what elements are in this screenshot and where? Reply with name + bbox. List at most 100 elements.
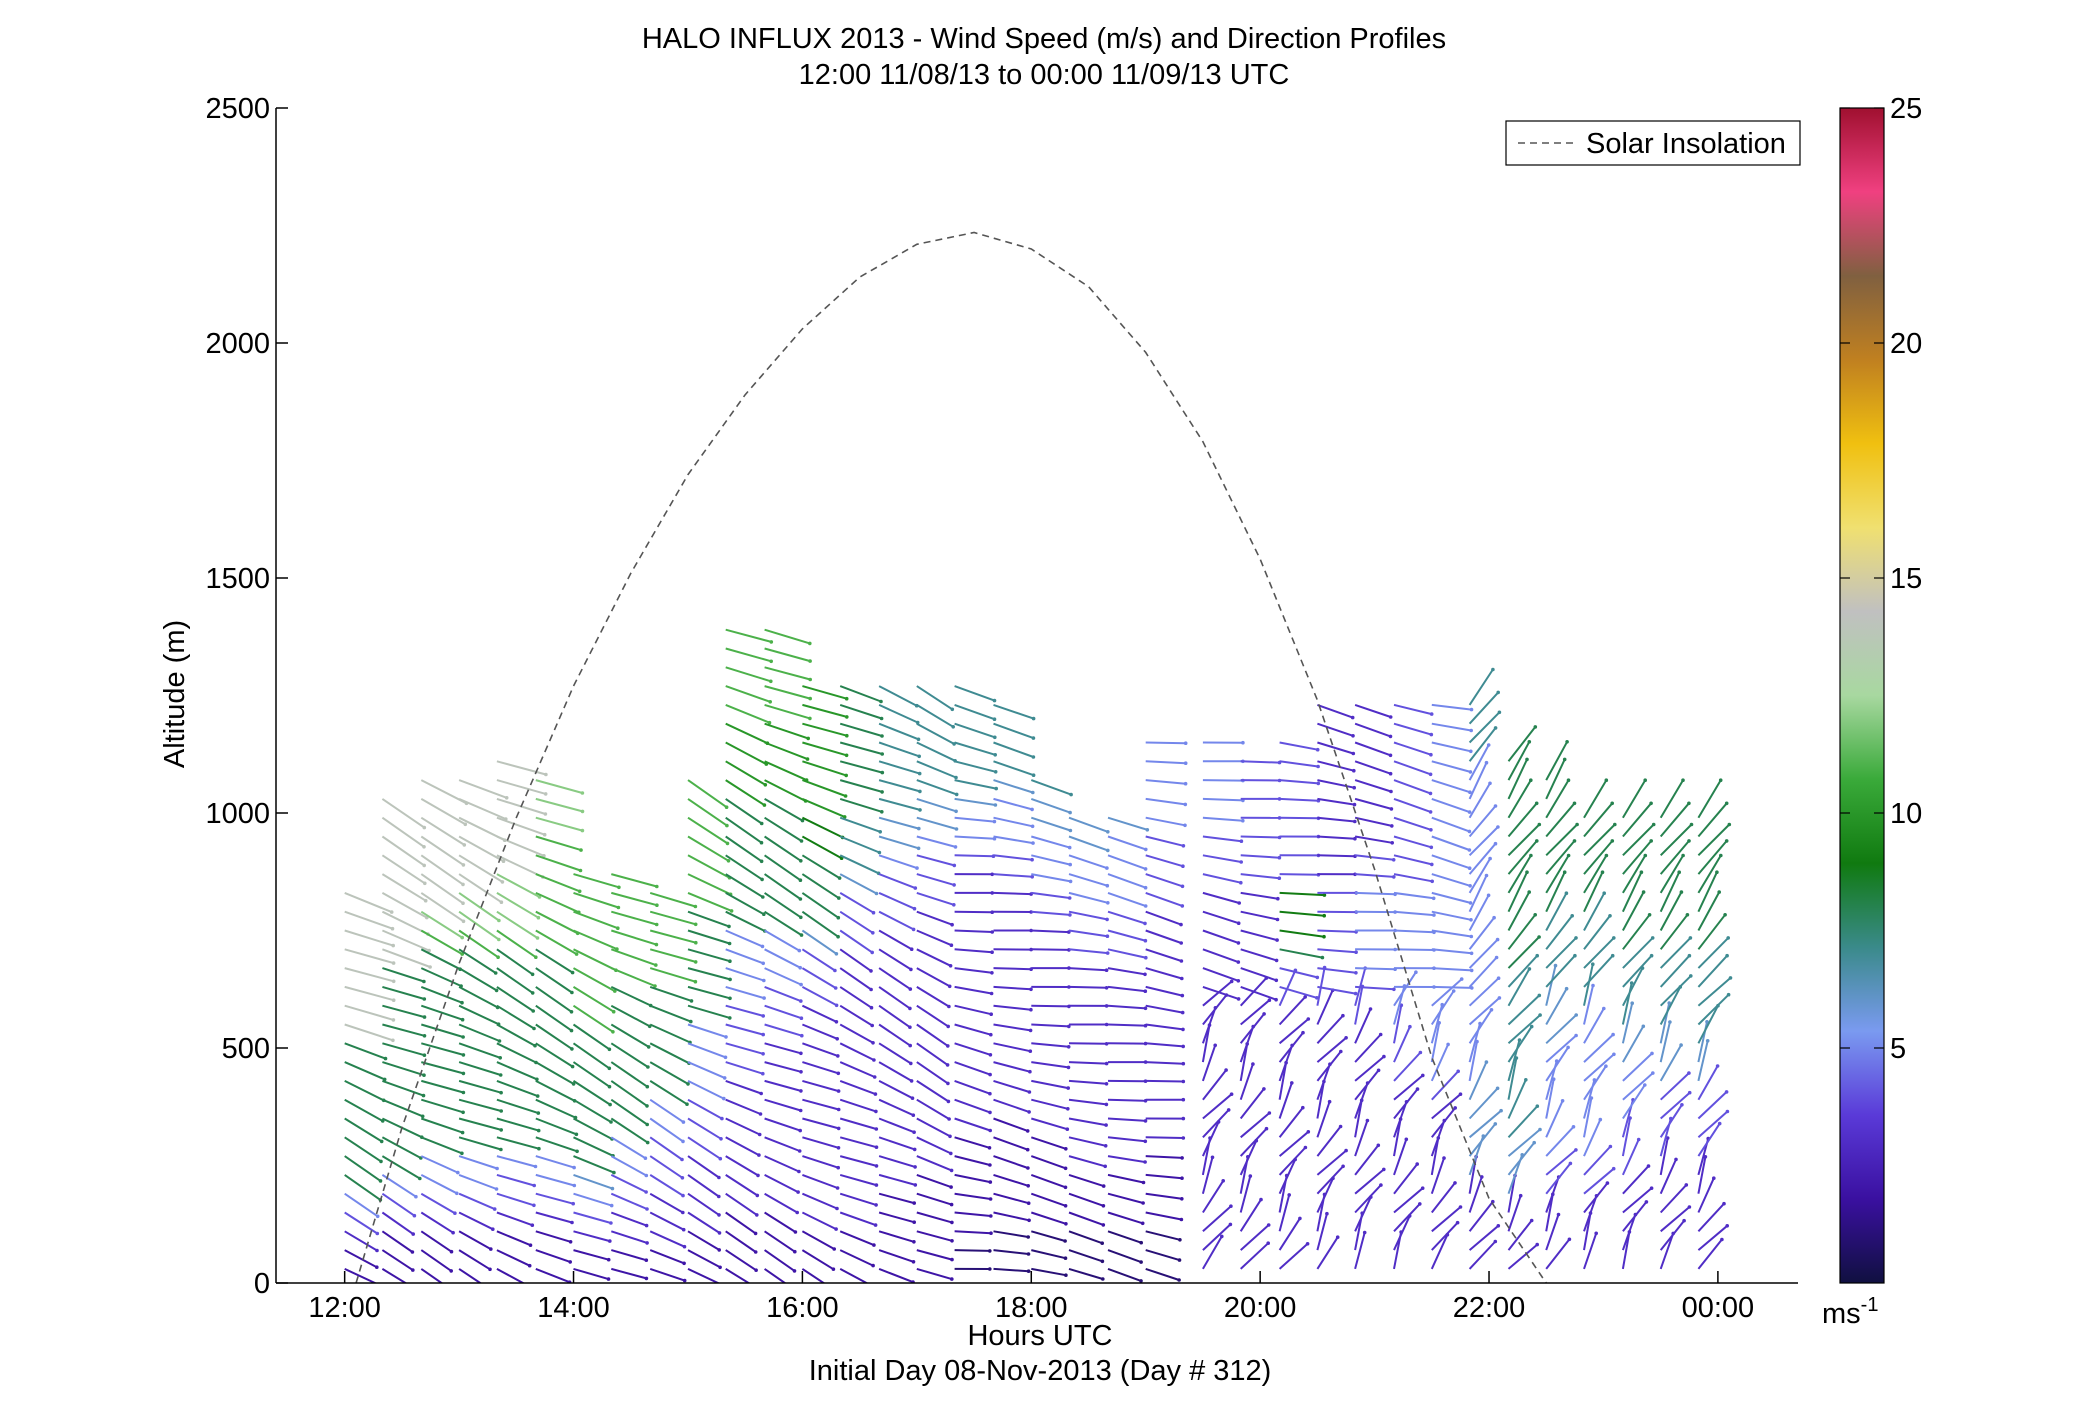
wind-barb xyxy=(1468,1109,1502,1139)
wind-barb xyxy=(839,1192,877,1206)
wind-barb xyxy=(420,1230,453,1253)
wind-barb xyxy=(687,1249,721,1269)
wind-barb xyxy=(1622,967,1644,1007)
wind-barb xyxy=(573,1267,609,1281)
wind-barb xyxy=(344,1080,385,1102)
wind-barb-head xyxy=(498,1056,503,1060)
wind-barb xyxy=(1068,835,1109,852)
wind-barb xyxy=(1145,760,1186,765)
wind-barb-head xyxy=(992,717,997,721)
wind-barb-head xyxy=(845,715,849,719)
wind-barb-head xyxy=(1524,1078,1528,1082)
wind-barb xyxy=(382,1004,425,1019)
wind-barb xyxy=(496,1230,531,1247)
wind-barb xyxy=(1068,1267,1104,1280)
wind-barb xyxy=(993,873,1033,878)
wind-barb xyxy=(878,1249,914,1263)
wind-barb xyxy=(535,797,583,813)
wind-barb-head xyxy=(917,754,921,759)
wind-barb xyxy=(687,1211,721,1234)
wind-barb xyxy=(1278,1032,1304,1063)
wind-barb xyxy=(1316,1081,1325,1119)
wind-barb-head xyxy=(390,926,395,931)
wind-barb-head xyxy=(761,1071,765,1076)
wind-barb-head xyxy=(495,1166,499,1171)
wind-barb-head xyxy=(1705,1039,1710,1043)
wind-barb-head xyxy=(1183,823,1187,828)
wind-barb-head xyxy=(726,859,731,863)
wind-barb xyxy=(725,1155,759,1177)
wind-barb xyxy=(1031,1117,1068,1131)
chart-subtitle: 12:00 11/08/13 to 00:00 11/09/13 UTC xyxy=(799,59,1290,91)
wind-barb xyxy=(1201,1157,1214,1194)
wind-barb-head xyxy=(1486,743,1491,747)
wind-barb-head xyxy=(1100,1259,1105,1264)
wind-barb-head xyxy=(1469,968,1474,973)
wind-barb xyxy=(993,722,1034,740)
wind-barb xyxy=(802,1173,838,1189)
wind-barb-head xyxy=(1724,801,1729,806)
wind-barb xyxy=(420,967,462,987)
wind-barb xyxy=(1107,1192,1144,1204)
wind-barb-head xyxy=(1248,1174,1253,1178)
wind-barb-head xyxy=(724,1035,728,1039)
wind-barb xyxy=(649,1004,692,1023)
wind-barb-head xyxy=(989,1032,993,1037)
wind-barb xyxy=(801,873,840,899)
wind-barb-head xyxy=(1604,853,1609,858)
wind-barb-head xyxy=(1141,1201,1145,1205)
wind-barb-head xyxy=(610,1186,615,1191)
wind-barb xyxy=(801,929,837,955)
wind-barb-head xyxy=(1535,1104,1540,1108)
wind-barb xyxy=(1278,1194,1291,1232)
wind-barb-head xyxy=(1408,1024,1412,1029)
wind-barb xyxy=(1354,835,1393,844)
wind-barb-head xyxy=(611,1009,616,1014)
wind-barb xyxy=(687,1117,722,1140)
wind-barb-head xyxy=(1068,879,1073,884)
wind-barb xyxy=(420,873,464,905)
wind-barb-head xyxy=(1327,1099,1332,1104)
wind-barb-head xyxy=(909,947,914,951)
wind-barb-head xyxy=(530,991,535,995)
wind-barb-head xyxy=(988,1180,993,1184)
wind-barb xyxy=(878,816,920,830)
wind-barb xyxy=(1622,1201,1648,1232)
wind-barbs-layer xyxy=(344,628,1733,1283)
wind-barb-head xyxy=(612,1170,616,1175)
wind-barb xyxy=(1507,1014,1541,1045)
wind-barb xyxy=(1507,840,1538,875)
wind-barb-head xyxy=(1353,991,1358,996)
wind-barb-head xyxy=(761,1052,765,1056)
wind-barb-head xyxy=(607,1047,612,1052)
wind-barb-head xyxy=(834,1227,838,1231)
wind-barb xyxy=(1317,929,1357,933)
wind-barb xyxy=(1468,1225,1499,1251)
wind-barb xyxy=(1507,779,1532,819)
wind-barb-head xyxy=(908,1025,912,1029)
wind-barb xyxy=(420,948,461,971)
wind-barb-head xyxy=(758,1112,763,1116)
wind-barb xyxy=(1545,1214,1560,1251)
wind-barb xyxy=(1697,1225,1728,1251)
wind-barb-head xyxy=(1351,751,1356,756)
wind-barb xyxy=(839,1230,875,1247)
wind-barb-head xyxy=(1726,936,1730,940)
wind-barb xyxy=(458,1004,500,1026)
wind-barb-head xyxy=(872,1075,877,1079)
wind-barb-head xyxy=(1290,1081,1294,1085)
wind-barb xyxy=(1240,854,1280,859)
wind-barb-head xyxy=(422,1073,426,1077)
wind-barb xyxy=(1621,1002,1634,1044)
wind-barb xyxy=(381,1230,413,1253)
colorbar-tick-label: 20 xyxy=(1890,328,1922,360)
wind-barb xyxy=(1317,948,1357,954)
wind-barb-head xyxy=(411,1232,416,1236)
wind-barb xyxy=(496,1042,537,1064)
wind-barb-head xyxy=(571,1201,575,1206)
wind-barb-head xyxy=(1028,1069,1032,1074)
wind-barb xyxy=(1659,802,1690,838)
wind-barb-head xyxy=(792,1269,797,1273)
wind-barb-head xyxy=(1030,824,1035,829)
y-tick-label: 2000 xyxy=(205,328,270,360)
